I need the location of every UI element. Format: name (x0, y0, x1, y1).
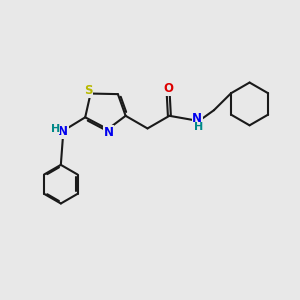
Text: N: N (104, 126, 114, 139)
Text: N: N (192, 112, 202, 125)
Text: H: H (194, 122, 203, 132)
Text: S: S (84, 84, 92, 97)
Text: N: N (58, 125, 68, 138)
Text: O: O (163, 82, 173, 95)
Text: H: H (51, 124, 60, 134)
